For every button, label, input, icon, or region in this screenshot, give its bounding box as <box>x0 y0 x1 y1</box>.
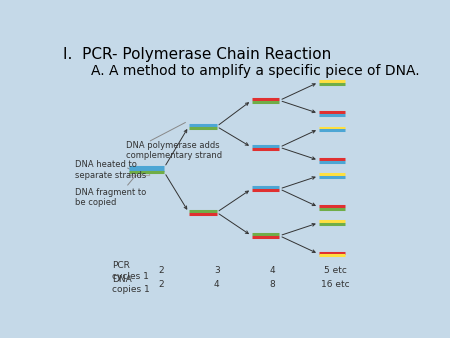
Text: 4: 4 <box>270 266 275 275</box>
Text: DNA fragment to
be copied: DNA fragment to be copied <box>76 188 147 207</box>
Text: DNA polymerase adds
complementary strand: DNA polymerase adds complementary strand <box>126 141 222 160</box>
Text: A. A method to amplify a specific piece of DNA.: A. A method to amplify a specific piece … <box>91 64 420 78</box>
Text: 16 etc: 16 etc <box>321 280 350 289</box>
Text: 2: 2 <box>158 280 164 289</box>
Text: 4: 4 <box>214 280 220 289</box>
Text: PCR
cycles 1: PCR cycles 1 <box>112 261 149 281</box>
Text: 8: 8 <box>270 280 275 289</box>
Text: DNA
copies 1: DNA copies 1 <box>112 275 150 294</box>
Text: I.  PCR- Polymerase Chain Reaction: I. PCR- Polymerase Chain Reaction <box>63 47 332 62</box>
Text: 3: 3 <box>214 266 220 275</box>
Text: 5 etc: 5 etc <box>324 266 346 275</box>
Text: DNA heated to
separate strands: DNA heated to separate strands <box>76 160 147 180</box>
Text: 2: 2 <box>158 266 164 275</box>
